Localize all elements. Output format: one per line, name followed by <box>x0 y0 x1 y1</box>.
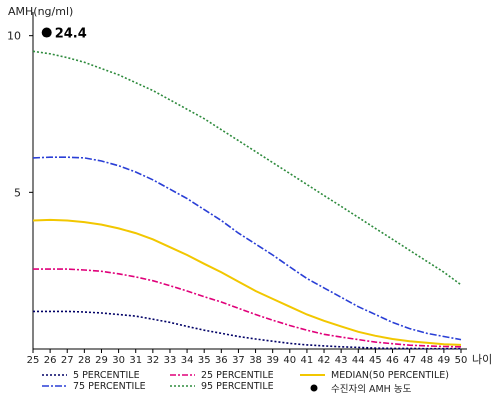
x-tick-label: 27 <box>61 355 74 366</box>
series-line <box>32 156 462 341</box>
patient-marker: 24.4 <box>41 27 87 42</box>
x-tick-label: 38 <box>249 355 262 366</box>
legend-label: 5 PERCENTILE <box>73 370 140 381</box>
legend-label: 95 PERCENTILE <box>201 381 274 392</box>
x-tick-label: 40 <box>283 355 296 366</box>
legend-marker-dot <box>310 384 318 392</box>
patient-marker-label: 24.4 <box>55 27 87 42</box>
tick-labels: 5 10 25 26 27 28 29 30 31 32 33 34 35 36 37 38 39 40 41 42 4… <box>7 30 467 366</box>
x-tick-label: 29 <box>95 355 108 366</box>
axes <box>29 12 467 353</box>
y-axis-label: AMH(ng/ml) <box>8 5 73 18</box>
legend-marker-label: 수진자의 AMH 농도 <box>331 384 412 395</box>
legend-label: MEDIAN(50 PERCENTILE) <box>331 370 449 381</box>
series-line <box>32 218 462 346</box>
legend-label: 25 PERCENTILE <box>201 370 274 381</box>
legend: 5 PERCENTILE 25 PERCENTILE MEDIAN(50 PERCE… <box>42 370 449 395</box>
x-tick-label: 30 <box>112 355 125 366</box>
x-tick-label: 49 <box>438 355 451 366</box>
x-tick-label: 45 <box>369 355 382 366</box>
series-line <box>33 310 461 350</box>
x-tick-label: 35 <box>198 355 211 366</box>
x-tick-label: 32 <box>146 355 159 366</box>
x-tick-label: 37 <box>232 355 245 366</box>
x-tick-label: 47 <box>403 355 416 366</box>
x-tick-label: 34 <box>181 355 194 366</box>
x-tick-label: 50 <box>455 355 468 366</box>
x-tick-label: 43 <box>335 355 348 366</box>
x-tick-label: 25 <box>27 355 40 366</box>
x-tick-label: 36 <box>215 355 228 366</box>
x-tick-label: 28 <box>78 355 91 366</box>
series-lines <box>32 50 462 350</box>
x-tick-label: 46 <box>386 355 399 366</box>
x-tick-label: 26 <box>44 355 57 366</box>
x-tick-label: 42 <box>318 355 331 366</box>
x-tick-label: 33 <box>164 355 177 366</box>
x-tick-label: 48 <box>420 355 433 366</box>
x-tick-label: 31 <box>129 355 142 366</box>
x-tick-label: 39 <box>266 355 279 366</box>
y-tick-label: 5 <box>14 186 21 199</box>
series-line <box>33 268 462 348</box>
patient-marker-dot <box>41 27 52 38</box>
legend-label: 75 PERCENTILE <box>73 381 146 392</box>
x-tick-label: 44 <box>352 355 365 366</box>
x-axis-label: 나이 <box>472 353 492 366</box>
x-tick-label: 41 <box>301 355 314 366</box>
series-line <box>32 50 462 286</box>
y-tick-label: 10 <box>7 30 21 43</box>
